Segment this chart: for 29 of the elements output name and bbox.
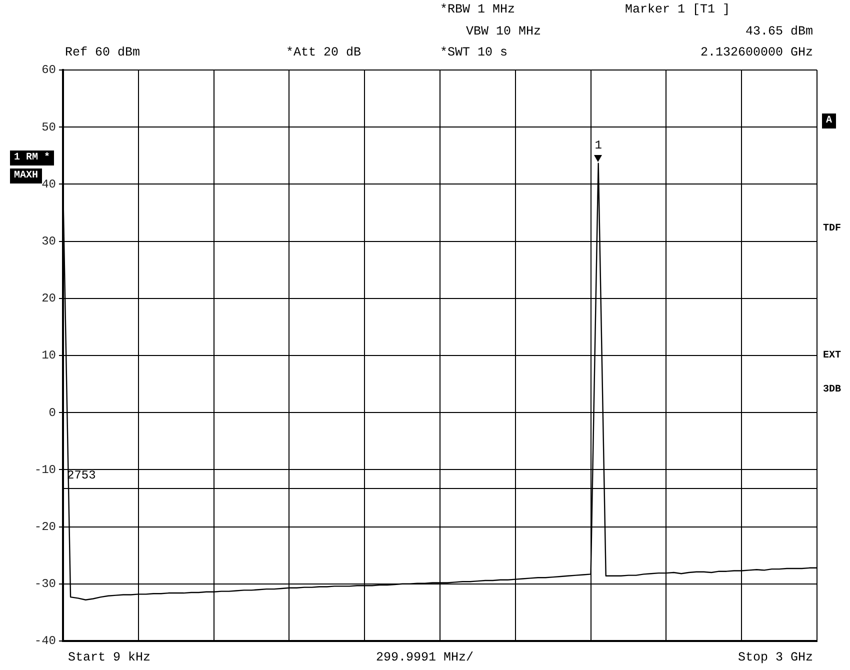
- text: *Att 20 dB: [286, 46, 362, 60]
- text: 1 RM *: [10, 150, 54, 166]
- y-tick-label: -10: [34, 462, 56, 477]
- y-tick-label: -40: [34, 634, 56, 648]
- y-tick-label: 20: [42, 292, 56, 306]
- y-tick-label: 40: [42, 177, 56, 192]
- text: *RBW 1 MHz: [440, 2, 516, 16]
- y-tick-label: 50: [42, 120, 56, 134]
- y-tick-label: -20: [34, 520, 56, 534]
- text: Start 9 kHz: [68, 650, 151, 664]
- text: MAXH: [10, 168, 42, 184]
- text: Stop 3 GHz: [738, 650, 813, 664]
- y-tick-label: 60: [42, 63, 56, 78]
- y-tick-label: -30: [34, 577, 56, 592]
- text: TDF: [823, 222, 842, 236]
- text: 2.132600000 GHz: [700, 46, 813, 60]
- text: 3DB: [823, 384, 842, 396]
- text: EXT: [823, 350, 842, 362]
- text: VBW 10 MHz: [466, 24, 542, 38]
- text: Ref 60 dBm: [65, 46, 140, 60]
- annotation: 1: [594, 138, 602, 153]
- text: 43.65 dBm: [745, 24, 813, 38]
- text: A: [822, 114, 836, 128]
- text: 299.9991 MHz/: [376, 650, 474, 664]
- text: *SWT 10 s: [440, 46, 508, 60]
- y-tick-label: 30: [42, 234, 56, 248]
- y-tick-label: 10: [42, 348, 56, 363]
- y-tick-label: 0: [48, 406, 56, 420]
- text: Marker 1 [T1 ]: [625, 2, 730, 16]
